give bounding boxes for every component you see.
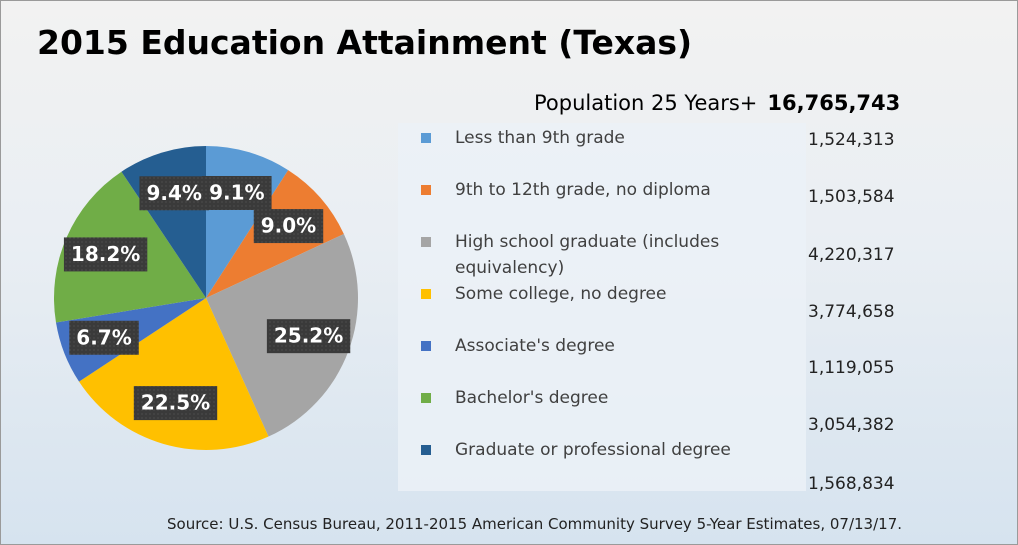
chart-title: 2015 Education Attainment (Texas) bbox=[37, 23, 693, 62]
legend-item: High school graduate (includes equivalen… bbox=[421, 229, 761, 281]
legend-item: 9th to 12th grade, no diploma bbox=[421, 177, 761, 203]
legend-item: Less than 9th grade bbox=[421, 125, 761, 151]
legend-label: Some college, no degree bbox=[455, 284, 667, 304]
legend-swatch bbox=[421, 237, 431, 247]
legend-item: Graduate or professional degree bbox=[421, 437, 761, 463]
legend-label: Graduate or professional degree bbox=[455, 440, 731, 460]
legend-label: Associate's degree bbox=[455, 336, 615, 356]
data-label-box bbox=[69, 320, 139, 355]
legend-swatch bbox=[421, 393, 431, 403]
data-label: 6.7% bbox=[76, 325, 131, 349]
data-label-box bbox=[133, 386, 218, 421]
count: 1,119,055 bbox=[808, 358, 895, 378]
slice bbox=[79, 298, 269, 450]
legend-swatch bbox=[421, 133, 431, 143]
legend-swatch bbox=[421, 341, 431, 351]
data-label: 22.5% bbox=[141, 391, 210, 415]
data-label: 9.0% bbox=[261, 214, 316, 238]
legend-item: Some college, no degree bbox=[421, 281, 761, 307]
data-label-box bbox=[63, 237, 148, 272]
legend-label: 9th to 12th grade, no diploma bbox=[455, 180, 711, 200]
count: 1,568,834 bbox=[808, 474, 895, 494]
total-label: Population 25 Years+ bbox=[534, 91, 758, 115]
legend-label: Less than 9th grade bbox=[455, 128, 625, 148]
count: 3,774,658 bbox=[808, 302, 895, 322]
data-label: 9.4% bbox=[146, 181, 201, 205]
count: 1,524,313 bbox=[808, 130, 895, 150]
data-label: 25.2% bbox=[274, 324, 343, 348]
legend-item: Bachelor's degree bbox=[421, 385, 761, 411]
legend-swatch bbox=[421, 445, 431, 455]
legend-label: High school graduate (includes equivalen… bbox=[455, 232, 720, 278]
data-label: 18.2% bbox=[71, 242, 140, 266]
legend-swatch bbox=[421, 185, 431, 195]
data-label-box bbox=[139, 176, 209, 211]
data-label-box bbox=[266, 319, 351, 354]
legend-swatch bbox=[421, 289, 431, 299]
pie: 9.1% 9.0% 25.2% 22.5% 6.7% 18.2% 9.4% bbox=[53, 146, 358, 450]
legend-item: Associate's degree bbox=[421, 333, 761, 359]
count: 1,503,584 bbox=[808, 187, 895, 207]
count: 3,054,382 bbox=[808, 415, 895, 435]
total: Population 25 Years+ 16,765,743 bbox=[534, 91, 900, 115]
data-label-box bbox=[253, 209, 324, 244]
data-label: 9.1% bbox=[209, 180, 264, 204]
legend-panel bbox=[398, 123, 806, 491]
data-label-box bbox=[202, 175, 272, 210]
total-value: 16,765,743 bbox=[767, 91, 901, 115]
count: 4,220,317 bbox=[808, 245, 895, 265]
source: Source: U.S. Census Bureau, 2011-2015 Am… bbox=[167, 515, 903, 533]
legend-label: Bachelor's degree bbox=[455, 388, 609, 408]
